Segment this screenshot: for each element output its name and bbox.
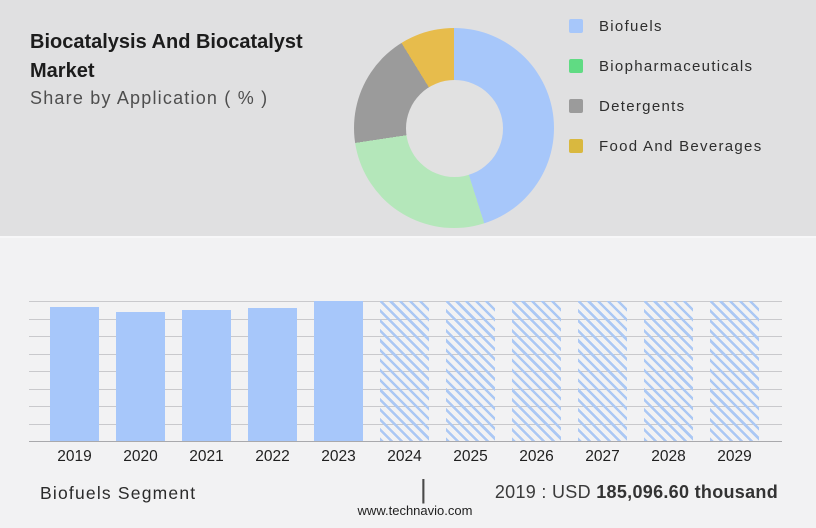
legend-label: Biofuels bbox=[599, 17, 663, 35]
legend: Biofuels Biopharmaceuticals Detergents Food… bbox=[569, 16, 763, 156]
x-axis-label-2026: 2026 bbox=[519, 448, 554, 465]
footer-separator: | bbox=[420, 474, 427, 504]
legend-swatch-icon bbox=[569, 139, 583, 153]
panel-separator bbox=[0, 236, 816, 238]
value-prefix: 2019 : USD bbox=[494, 482, 597, 502]
donut-chart bbox=[354, 28, 554, 228]
bar-2019 bbox=[50, 307, 99, 441]
legend-item: Food And Beverages bbox=[569, 136, 763, 156]
legend-item: Biofuels bbox=[569, 16, 763, 36]
legend-swatch-icon bbox=[569, 19, 583, 33]
website-text: www.technavio.com bbox=[357, 503, 473, 518]
bar-forecast-2026 bbox=[512, 301, 561, 441]
x-axis-label-2028: 2028 bbox=[651, 448, 686, 465]
x-axis-label-2024: 2024 bbox=[387, 448, 422, 465]
page-title: Biocatalysis And Biocatalyst Market bbox=[30, 31, 303, 82]
bar-forecast-2028 bbox=[644, 301, 693, 441]
legend-label: Biopharmaceuticals bbox=[599, 57, 754, 75]
x-axis-line bbox=[29, 441, 782, 442]
x-axis-label-2021: 2021 bbox=[189, 448, 224, 465]
donut-hole bbox=[405, 79, 503, 177]
x-axis-label-2027: 2027 bbox=[585, 448, 620, 465]
bar-2020 bbox=[116, 312, 165, 441]
legend-swatch-icon bbox=[569, 99, 583, 113]
page-subtitle: Share by Application ( % ) bbox=[30, 88, 269, 108]
x-axis-label-2019: 2019 bbox=[57, 448, 92, 465]
bar-forecast-2025 bbox=[446, 301, 495, 441]
x-axis-label-2022: 2022 bbox=[255, 448, 290, 465]
x-axis-label-2029: 2029 bbox=[717, 448, 752, 465]
segment-label: Biofuels Segment bbox=[40, 483, 197, 503]
bar-forecast-2024 bbox=[380, 301, 429, 441]
x-axis-label-2020: 2020 bbox=[123, 448, 158, 465]
value-annotation: 2019 : USD 185,096.60 thousand bbox=[495, 482, 778, 503]
legend-item: Detergents bbox=[569, 96, 763, 116]
bar-2022 bbox=[248, 308, 297, 441]
bar-2023 bbox=[314, 301, 363, 441]
legend-label: Detergents bbox=[599, 97, 686, 115]
bar-forecast-2027 bbox=[578, 301, 627, 441]
bar-forecast-2029 bbox=[710, 301, 759, 441]
bar-chart-plot: 2019 2020 2021 2022 2023 2024 2025 2026 2027 2028… bbox=[29, 301, 782, 465]
value-bold: 185,096.60 thousand bbox=[596, 482, 778, 502]
x-axis-label-2025: 2025 bbox=[453, 448, 488, 465]
legend-swatch-icon bbox=[569, 59, 583, 73]
legend-label: Food And Beverages bbox=[599, 137, 763, 155]
legend-item: Biopharmaceuticals bbox=[569, 56, 763, 76]
bar-2021 bbox=[182, 310, 231, 441]
x-axis-label-2023: 2023 bbox=[321, 448, 356, 465]
